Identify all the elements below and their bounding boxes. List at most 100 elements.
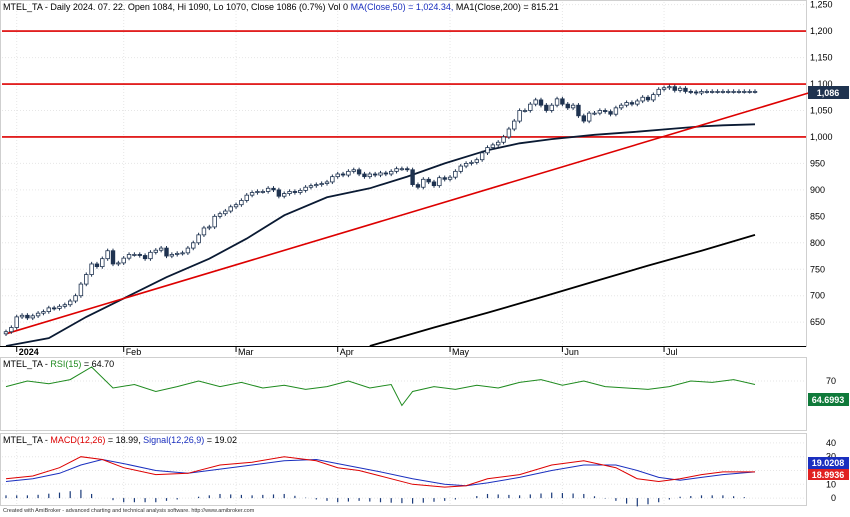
rsi-pane[interactable]: 70 64.6993 MTEL_TA - RSI(15) = 64.70 xyxy=(0,357,850,431)
candle-body xyxy=(9,327,14,333)
price-value-box-bg xyxy=(808,86,849,99)
candle-body xyxy=(458,165,463,172)
rsi-line xyxy=(5,366,756,407)
candle-body xyxy=(704,91,710,93)
candle-body xyxy=(581,115,586,122)
candle-body xyxy=(196,234,201,244)
candle-body xyxy=(720,91,726,93)
candle-body xyxy=(110,250,116,265)
rsi-series xyxy=(5,366,756,407)
trendline xyxy=(5,92,809,335)
price-y-tick-label: 950 xyxy=(810,158,825,168)
candle-body xyxy=(624,102,629,106)
price-y-tick-label: 1,000 xyxy=(810,132,833,142)
price-header: MTEL_TA - Daily 2024. 07. 22. Open 1084,… xyxy=(3,2,559,12)
candle-body xyxy=(164,247,169,257)
candle-body xyxy=(121,257,126,264)
candle-body xyxy=(533,99,538,105)
ma200-series xyxy=(369,234,756,347)
macd-signal-box: 19.0208 xyxy=(808,457,849,469)
candle-body xyxy=(62,304,68,307)
candle-body xyxy=(30,315,35,319)
rsi-header-label: RSI(15) xyxy=(50,359,81,369)
signal-header-label: Signal(12,26,9) xyxy=(143,435,204,445)
horizontal-level-lines xyxy=(2,30,806,138)
candle-body xyxy=(84,274,89,285)
x-tick-label: 2024 xyxy=(19,347,39,357)
candle-body xyxy=(116,262,121,265)
candle-body xyxy=(538,99,544,106)
candle-body xyxy=(490,144,496,148)
candle-body xyxy=(19,314,25,318)
candle-body xyxy=(426,178,431,183)
candle-body xyxy=(308,185,314,188)
candle-body xyxy=(191,242,196,249)
candle-body xyxy=(148,251,153,260)
price-y-tick-label: 1,250 xyxy=(810,0,833,10)
candle-body xyxy=(46,307,51,313)
candle-body xyxy=(324,181,330,184)
candle-body xyxy=(677,87,683,91)
macd-header-label: MACD(12,26) xyxy=(50,435,105,445)
ma200-label: MA1(Close,200) = 815.21 xyxy=(456,2,559,12)
price-y-tick-label: 1,200 xyxy=(810,26,833,36)
candle-body xyxy=(485,147,490,154)
rsi-header-sep: - xyxy=(42,359,50,369)
ma50-line xyxy=(5,123,756,347)
candle-body xyxy=(442,177,447,180)
candle-body xyxy=(3,331,9,335)
rsi-value-box: 64.6993 xyxy=(808,393,849,406)
macd-line xyxy=(5,456,755,488)
price-y-tick-label: 1,100 xyxy=(810,79,833,89)
candle-body xyxy=(249,192,255,196)
candle-body xyxy=(51,307,57,310)
rsi-value-box-bg xyxy=(808,393,849,406)
candle-body xyxy=(356,169,362,175)
price-grid xyxy=(2,4,806,323)
x-tick-label: Feb xyxy=(126,347,142,357)
candle-body xyxy=(35,312,41,317)
price-pane[interactable]: 6507007508008509009501,0001,0501,1001,15… xyxy=(0,0,849,505)
candle-body xyxy=(736,91,742,93)
macd-signal-box-text: 19.0208 xyxy=(812,458,845,468)
x-axis: 2024 Feb Mar Apr May Jun Jul xyxy=(0,346,806,357)
candle-body xyxy=(244,194,249,201)
x-tick-label: May xyxy=(452,347,470,357)
macd-pane[interactable]: 010203040 19.0208 18.9936 MTEL_TA - MACD… xyxy=(0,433,850,507)
candle-body xyxy=(100,258,105,268)
candle-body xyxy=(346,170,351,176)
candle-body xyxy=(399,168,405,171)
candle-body xyxy=(41,311,46,314)
candle-body xyxy=(68,300,73,306)
candle-body xyxy=(57,305,62,309)
candle-body xyxy=(661,87,667,90)
candle-body xyxy=(362,173,367,178)
candle-body xyxy=(495,141,501,146)
candle-body xyxy=(619,104,624,109)
candle-body xyxy=(265,187,271,192)
price-y-tick-label: 1,150 xyxy=(810,53,833,63)
candle-body xyxy=(688,91,693,93)
candle-body xyxy=(394,168,399,172)
macd-series xyxy=(5,456,756,488)
candle-body xyxy=(410,169,415,185)
candle-body xyxy=(372,173,378,176)
candle-body xyxy=(287,191,292,194)
candle-body xyxy=(640,96,645,102)
candle-body xyxy=(469,161,474,164)
candle-body xyxy=(437,177,442,187)
candle-body xyxy=(463,163,469,167)
candle-body xyxy=(335,173,340,178)
candle-body xyxy=(710,91,715,93)
candle-body xyxy=(383,172,389,175)
candle-body xyxy=(169,254,175,257)
macd-y-tick-label: 40 xyxy=(826,438,836,448)
trendline-line xyxy=(5,92,809,335)
candle-body xyxy=(726,91,731,93)
candle-body xyxy=(453,170,458,178)
candle-body xyxy=(137,254,142,256)
macd-value-box-text: 18.9936 xyxy=(812,470,845,480)
macd-header-value: = 18.99, xyxy=(105,435,140,445)
candle-body xyxy=(281,193,287,197)
